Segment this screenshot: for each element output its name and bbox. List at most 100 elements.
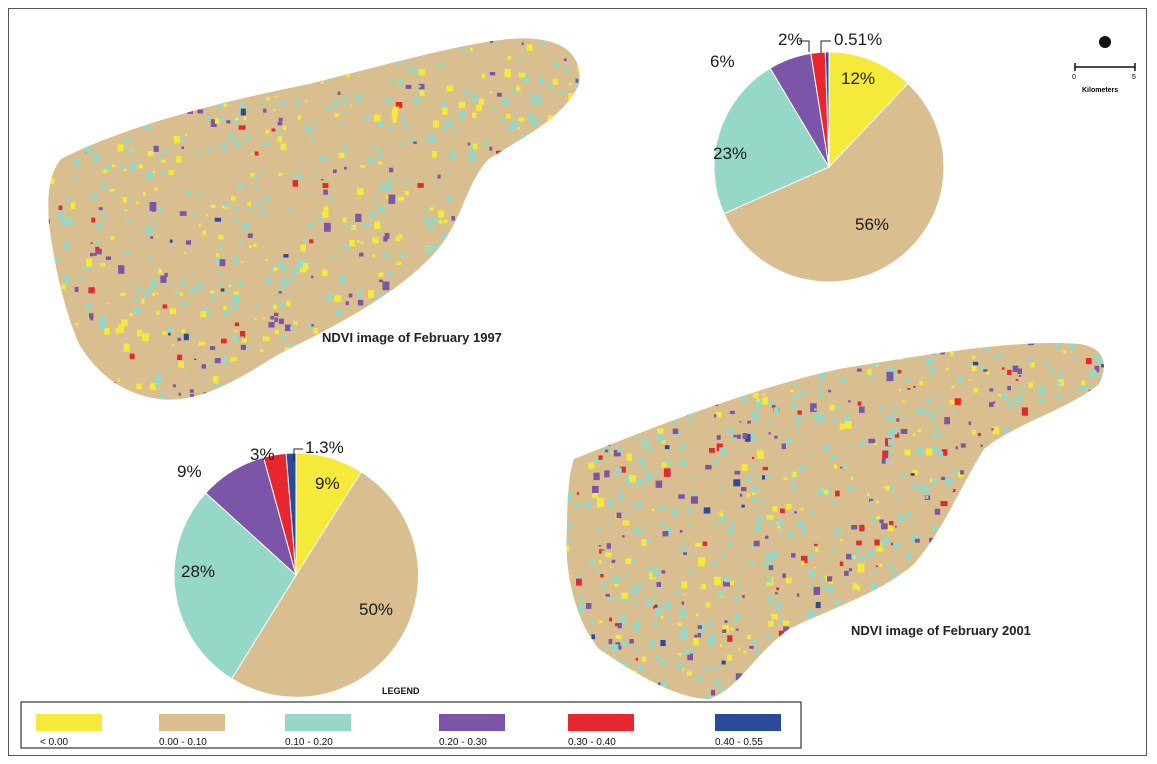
ndvi-pixel <box>572 412 576 416</box>
ndvi-pixel <box>687 343 692 345</box>
ndvi-pixel <box>579 601 584 608</box>
ndvi-pixel <box>469 265 477 273</box>
ndvi-pixel <box>924 358 932 364</box>
ndvi-pixel <box>834 682 838 685</box>
ndvi-pixel <box>162 331 167 335</box>
ndvi-pixel <box>249 411 254 416</box>
scale-bar: 0 5 Kilometers <box>1072 36 1136 94</box>
ndvi-pixel <box>212 376 219 384</box>
ndvi-pixel <box>130 199 133 202</box>
ndvi-pixel <box>321 178 324 181</box>
ndvi-pixel <box>885 485 890 491</box>
ndvi-pixel <box>925 583 929 586</box>
ndvi-pixel <box>570 363 575 370</box>
ndvi-pixel <box>559 259 565 266</box>
ndvi-pixel <box>570 304 576 308</box>
ndvi-pixel <box>658 378 665 383</box>
ndvi-pixel <box>766 474 772 478</box>
ndvi-pixel <box>188 81 194 89</box>
ndvi-pixel <box>1056 393 1061 398</box>
ndvi-pixel <box>605 644 608 648</box>
ndvi-pixel <box>468 151 476 162</box>
ndvi-pixel <box>709 620 714 626</box>
ndvi-pixel <box>301 161 304 165</box>
ndvi-pixel <box>509 392 513 395</box>
ndvi-pixel <box>898 388 901 392</box>
ndvi-pixel <box>418 38 422 41</box>
ndvi-pixel <box>504 377 511 386</box>
ndvi-pixel <box>1066 461 1072 467</box>
ndvi-pixel <box>735 673 743 681</box>
ndvi-pixel <box>920 700 924 704</box>
legend-swatch-020-030 <box>439 714 505 731</box>
ndvi-pixel <box>708 637 715 646</box>
ndvi-pixel <box>469 412 474 417</box>
ndvi-pixel <box>78 31 85 37</box>
ndvi-pixel <box>510 120 518 130</box>
ndvi-pixel <box>765 651 768 654</box>
ndvi-pixel <box>109 38 115 43</box>
ndvi-pixel <box>511 197 515 201</box>
ndvi-pixel <box>999 704 1006 711</box>
ndvi-pixel <box>796 428 800 433</box>
ndvi-pixel <box>292 180 299 187</box>
ndvi-pixel <box>1084 501 1087 503</box>
ndvi-pixel <box>424 217 430 224</box>
legend-label-030-040: 0.30 - 0.40 <box>568 737 616 748</box>
ndvi-pixel <box>874 601 879 607</box>
ndvi-pixel <box>1057 374 1063 379</box>
figure-frame: NDVI image of February 1997 NDVI image o… <box>8 8 1147 756</box>
ndvi-pixel <box>601 550 605 554</box>
ndvi-pixel <box>1023 389 1026 392</box>
ndvi-pixel <box>137 79 141 84</box>
ndvi-pixel <box>1041 679 1046 684</box>
ndvi-pixel <box>885 459 890 464</box>
ndvi-pixel <box>389 167 394 173</box>
ndvi-pixel <box>718 368 722 372</box>
legend-label-0-010: 0.00 - 0.10 <box>159 737 207 748</box>
ndvi-pixel <box>953 468 959 475</box>
ndvi-pixel <box>741 366 748 372</box>
ndvi-pixel <box>857 691 864 698</box>
ndvi-pixel <box>365 54 371 61</box>
ndvi-pixel <box>586 603 592 609</box>
ndvi-pixel <box>99 58 105 64</box>
ndvi-pixel <box>592 372 600 381</box>
ndvi-pixel <box>618 487 622 492</box>
ndvi-pixel <box>239 331 246 339</box>
ndvi-pixel <box>419 47 423 50</box>
ndvi-pixel <box>588 336 591 340</box>
ndvi-pixel <box>912 483 917 488</box>
ndvi-pixel <box>588 263 591 265</box>
ndvi-pixel <box>464 414 467 416</box>
ndvi-pixel <box>843 416 850 421</box>
ndvi-pixel <box>216 103 224 108</box>
ndvi-pixel <box>212 100 215 103</box>
ndvi-pixel <box>355 213 362 222</box>
ndvi-pixel <box>123 168 127 172</box>
ndvi-pixel <box>92 129 95 132</box>
ndvi-pixel <box>699 623 706 632</box>
ndvi-pixel <box>755 474 758 476</box>
ndvi-pixel <box>818 392 824 398</box>
ndvi-pixel <box>547 115 553 121</box>
ndvi-pixel <box>585 684 590 689</box>
ndvi-pixel <box>585 684 589 687</box>
ndvi-pixel <box>591 109 594 113</box>
pie-slice <box>285 452 297 576</box>
ndvi-pixel <box>313 38 319 40</box>
ndvi-pixel <box>1095 459 1100 464</box>
ndvi-pixel <box>678 444 686 450</box>
ndvi-pixel <box>270 316 275 320</box>
ndvi-pixel <box>1078 465 1084 471</box>
ndvi-pixel <box>502 391 507 397</box>
ndvi-pixel <box>1038 612 1045 617</box>
ndvi-pixel <box>281 264 287 271</box>
ndvi-pixel <box>643 472 647 475</box>
ndvi-pixel <box>97 109 102 113</box>
ndvi-pixel <box>941 476 945 480</box>
ndvi-pixel <box>886 343 894 347</box>
ndvi-pixel <box>518 346 521 350</box>
ndvi-pixel <box>214 118 220 124</box>
ndvi-pixel <box>730 521 736 527</box>
